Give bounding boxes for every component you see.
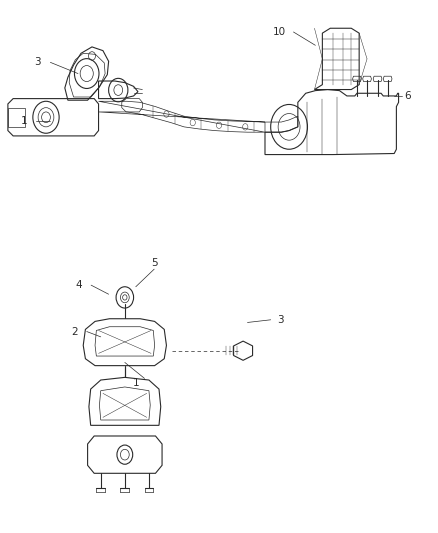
Text: 10: 10 [273,27,286,37]
Text: 3: 3 [277,315,284,325]
Text: 1: 1 [132,378,139,387]
Text: 6: 6 [404,91,411,101]
Text: 2: 2 [71,327,78,336]
Text: 3: 3 [34,58,41,67]
Text: 1: 1 [21,116,28,126]
Text: 4: 4 [75,280,82,290]
Text: 5: 5 [151,258,158,268]
